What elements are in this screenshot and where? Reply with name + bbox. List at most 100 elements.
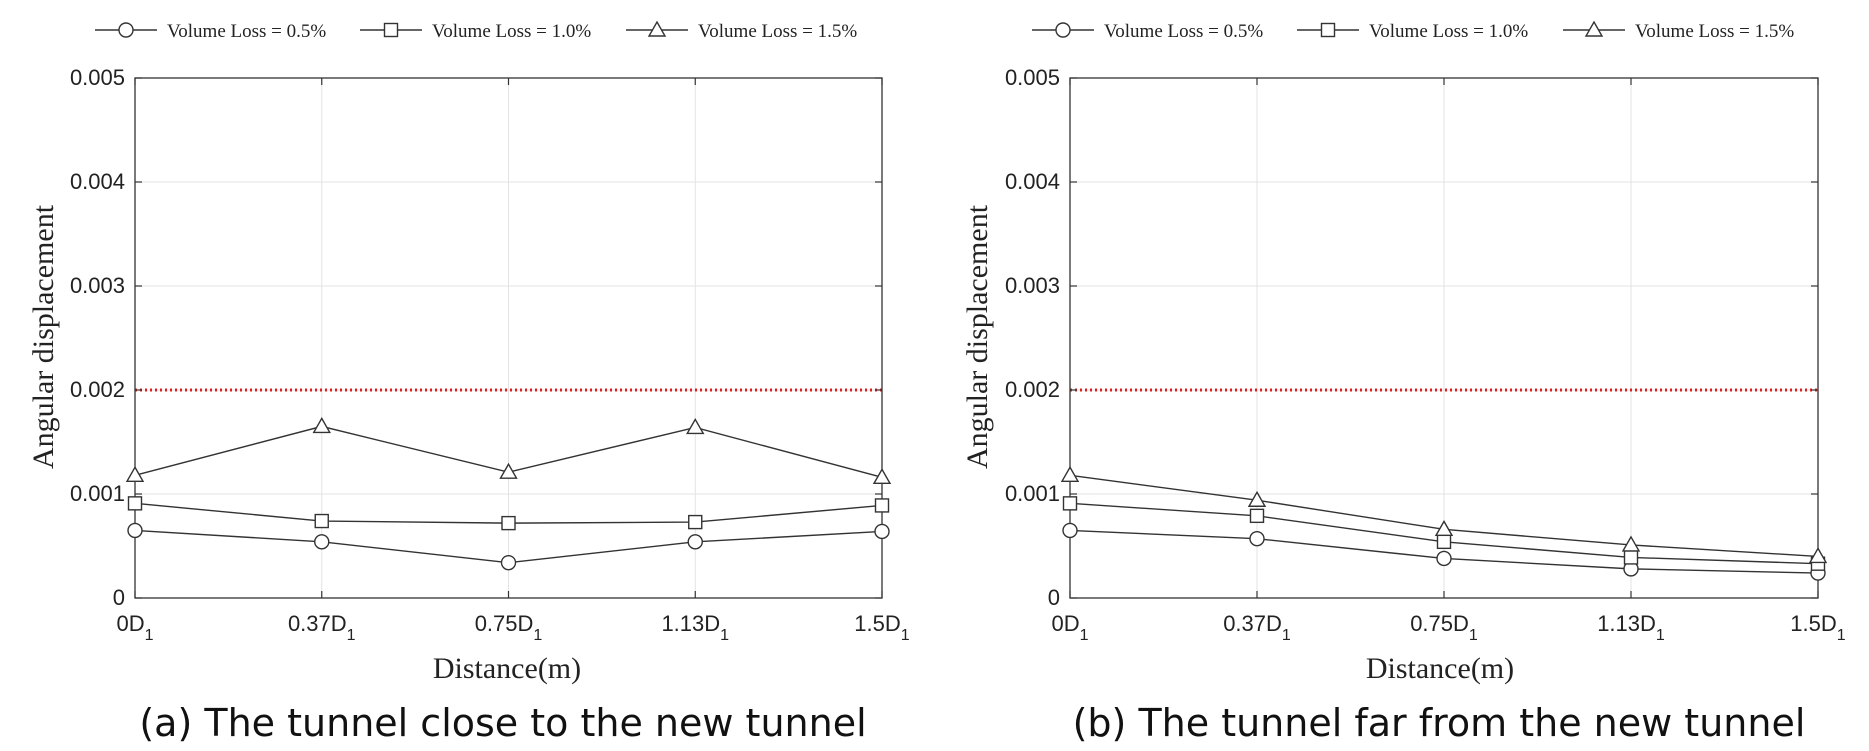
legend: Volume Loss = 0.5% Volume Loss = 1.0% Volu… bbox=[95, 20, 857, 42]
legend-label: Volume Loss = 0.5% bbox=[167, 21, 326, 42]
x-tick-label: 0.37D1 bbox=[1223, 611, 1291, 644]
y-tick-label: 0 bbox=[113, 585, 125, 610]
data-point-circle bbox=[1062, 522, 1078, 539]
y-tick-label: 0.004 bbox=[1005, 169, 1060, 194]
legend-marker-triangle bbox=[647, 20, 667, 37]
legend-label: Volume Loss = 1.5% bbox=[1635, 21, 1794, 42]
x-tick-label-main: 0.75D bbox=[475, 611, 534, 636]
legend-marker-triangle bbox=[1584, 20, 1604, 37]
data-point-circle bbox=[687, 534, 703, 550]
data-point-triangle bbox=[1434, 519, 1454, 537]
x-tick-label-main: 1.13D bbox=[1597, 611, 1656, 636]
data-series bbox=[125, 416, 892, 571]
data-point-triangle bbox=[312, 416, 331, 434]
x-tick-label-main: 1.13D bbox=[661, 611, 720, 636]
data-point-circle bbox=[314, 534, 330, 550]
y-axis-title: Angular displacement bbox=[961, 204, 994, 469]
legend-marker-circle bbox=[1055, 22, 1071, 38]
x-tick-label: 0.75D1 bbox=[475, 611, 543, 644]
y-tick-label: 0.003 bbox=[70, 273, 125, 298]
x-tick-labels: 0D1 0.37D1 0.75D1 1.13D1 1.5D1 bbox=[116, 611, 909, 644]
legend-label: Volume Loss = 1.5% bbox=[698, 21, 857, 42]
x-tick-label-main: 0.37D bbox=[1223, 611, 1282, 636]
x-tick-label-subscript: 1 bbox=[347, 627, 356, 644]
data-point-square bbox=[688, 514, 703, 530]
data-point-circle bbox=[1249, 531, 1265, 547]
x-tick-label-subscript: 1 bbox=[901, 627, 910, 644]
data-point-square bbox=[1249, 508, 1265, 524]
data-point-square bbox=[314, 513, 329, 529]
x-tick-label: 1.13D1 bbox=[1597, 611, 1665, 644]
data-point-circle bbox=[1436, 550, 1452, 567]
grid-lines bbox=[135, 78, 882, 598]
data-point-circle bbox=[500, 554, 517, 571]
x-tick-label-subscript: 1 bbox=[1837, 627, 1846, 644]
panel-caption: (a) The tunnel close to the new tunnel bbox=[139, 701, 866, 745]
data-point-circle bbox=[127, 522, 143, 539]
y-tick-label: 0.002 bbox=[1005, 377, 1060, 402]
legend-label: Volume Loss = 1.0% bbox=[432, 21, 591, 42]
plot-axes bbox=[134, 77, 883, 599]
x-tick-label-main: 0D bbox=[1051, 611, 1079, 636]
plot-axes bbox=[1069, 77, 1819, 599]
data-point-square bbox=[127, 496, 143, 511]
data-point-triangle bbox=[1808, 546, 1828, 564]
y-tick-label: 0.004 bbox=[70, 169, 125, 194]
x-axis-title: Distance(m) bbox=[433, 652, 581, 685]
x-tick-label-subscript: 1 bbox=[720, 627, 729, 644]
x-tick-label: 0D1 bbox=[1051, 611, 1088, 644]
data-point-triangle bbox=[1060, 465, 1080, 482]
x-tick-label-main: 0.75D bbox=[1410, 611, 1469, 636]
x-tick-label: 0.37D1 bbox=[288, 611, 356, 644]
data-point-square bbox=[1062, 496, 1078, 511]
x-tick-label-subscript: 1 bbox=[1080, 627, 1089, 644]
data-point-triangle bbox=[1621, 535, 1641, 552]
x-tick-label: 1.5D1 bbox=[854, 611, 909, 644]
y-axis-title: Angular displacement bbox=[27, 204, 60, 469]
y-tick-label: 0 bbox=[1048, 585, 1060, 610]
data-point-circle bbox=[874, 523, 890, 540]
legend-marker-circle bbox=[118, 22, 134, 38]
legend-marker-square bbox=[1320, 22, 1336, 38]
x-tick-label-subscript: 1 bbox=[1656, 627, 1665, 644]
x-tick-label-subscript: 1 bbox=[145, 627, 154, 644]
y-tick-label: 0.003 bbox=[1005, 273, 1060, 298]
x-tick-label-main: 1.5D bbox=[1790, 611, 1836, 636]
y-tick-label: 0.002 bbox=[70, 377, 125, 402]
data-point-triangle bbox=[125, 465, 145, 482]
x-tick-label-subscript: 1 bbox=[1469, 627, 1478, 644]
x-tick-label-subscript: 1 bbox=[533, 627, 542, 644]
x-tick-label: 0D1 bbox=[116, 611, 153, 644]
panel-caption: (b) The tunnel far from the new tunnel bbox=[1073, 701, 1806, 745]
y-tick-label: 0.005 bbox=[1005, 65, 1060, 90]
y-tick-label: 0.005 bbox=[70, 65, 125, 90]
x-tick-label-main: 0.37D bbox=[288, 611, 347, 636]
x-tick-labels: 0D1 0.37D1 0.75D1 1.13D1 1.5D1 bbox=[1051, 611, 1845, 644]
data-point-triangle bbox=[499, 462, 518, 479]
legend-label: Volume Loss = 0.5% bbox=[1104, 21, 1263, 42]
x-tick-label: 1.5D1 bbox=[1790, 611, 1845, 644]
data-point-square bbox=[874, 498, 890, 513]
x-axis-title: Distance(m) bbox=[1366, 652, 1514, 685]
x-tick-label-subscript: 1 bbox=[1282, 627, 1291, 644]
y-tick-labels: 0 0.001 0.002 0.003 0.004 0.005 bbox=[70, 65, 125, 610]
legend-marker-square bbox=[383, 22, 399, 38]
y-tick-label: 0.001 bbox=[1005, 481, 1060, 506]
legend-label: Volume Loss = 1.0% bbox=[1369, 21, 1528, 42]
y-tick-labels: 0 0.001 0.002 0.003 0.004 0.005 bbox=[1005, 65, 1060, 610]
x-tick-label: 1.13D1 bbox=[661, 611, 729, 644]
data-point-triangle bbox=[686, 418, 705, 435]
data-point-triangle bbox=[1247, 490, 1267, 507]
legend: Volume Loss = 0.5% Volume Loss = 1.0% Volu… bbox=[1032, 20, 1794, 42]
data-point-square bbox=[1436, 534, 1452, 550]
y-tick-label: 0.001 bbox=[70, 481, 125, 506]
data-point-square bbox=[501, 515, 516, 531]
x-tick-label-main: 0D bbox=[116, 611, 144, 636]
data-point-square bbox=[1623, 550, 1639, 565]
x-tick-label: 0.75D1 bbox=[1410, 611, 1478, 644]
x-tick-label-main: 1.5D bbox=[854, 611, 900, 636]
data-point-triangle bbox=[872, 467, 892, 485]
